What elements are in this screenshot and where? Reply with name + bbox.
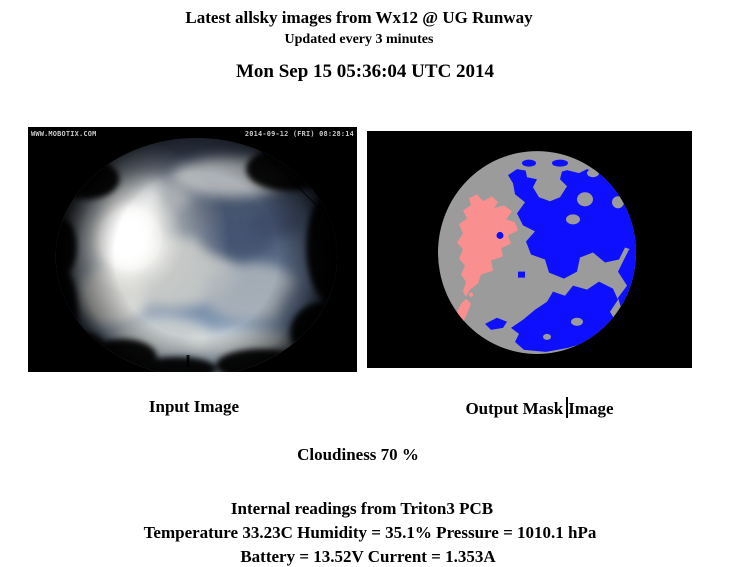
input-image-label: Input Image xyxy=(148,397,240,416)
page-title: Latest allsky images from Wx12 @ UG Runw… xyxy=(185,8,533,27)
output-image-label: Output Mask Image xyxy=(377,397,702,419)
output-mask-image xyxy=(367,131,692,368)
cloudiness-reading: Cloudiness 70 % xyxy=(297,445,419,464)
mobotix-watermark: WWW.MOBOTIX.COM xyxy=(31,130,96,138)
battery-current-reading: Battery = 13.52V Current = 1.353A xyxy=(240,547,496,566)
allsky-fisheye-graphic: WWW.MOBOTIX.COM 2014-09-12 (FRI) 08:28:1… xyxy=(28,127,357,372)
temperature-humidity-pressure-reading: Temperature 33.23C Humidity = 35.1% Pres… xyxy=(143,523,597,542)
allsky-input-image: WWW.MOBOTIX.COM 2014-09-12 (FRI) 08:28:1… xyxy=(28,127,357,372)
output-label-suffix: Image xyxy=(568,399,614,418)
horizon-pole xyxy=(186,355,190,367)
text-cursor xyxy=(566,397,569,418)
fisheye-sky-view xyxy=(55,138,338,372)
mask-blue-speck-in-sun xyxy=(496,231,504,239)
mask-clear-holes xyxy=(525,167,624,340)
page-timestamp: Mon Sep 15 05:36:04 UTC 2014 xyxy=(235,61,495,82)
camera-timestamp-overlay: 2014-09-12 (FRI) 08:28:14 xyxy=(245,130,354,138)
output-label-prefix: Output Mask xyxy=(465,399,564,418)
cloud-mask-graphic xyxy=(367,131,692,368)
update-frequency-note: Updated every 3 minutes xyxy=(284,32,434,47)
internal-readings-heading: Internal readings from Triton3 PCB xyxy=(230,499,494,518)
